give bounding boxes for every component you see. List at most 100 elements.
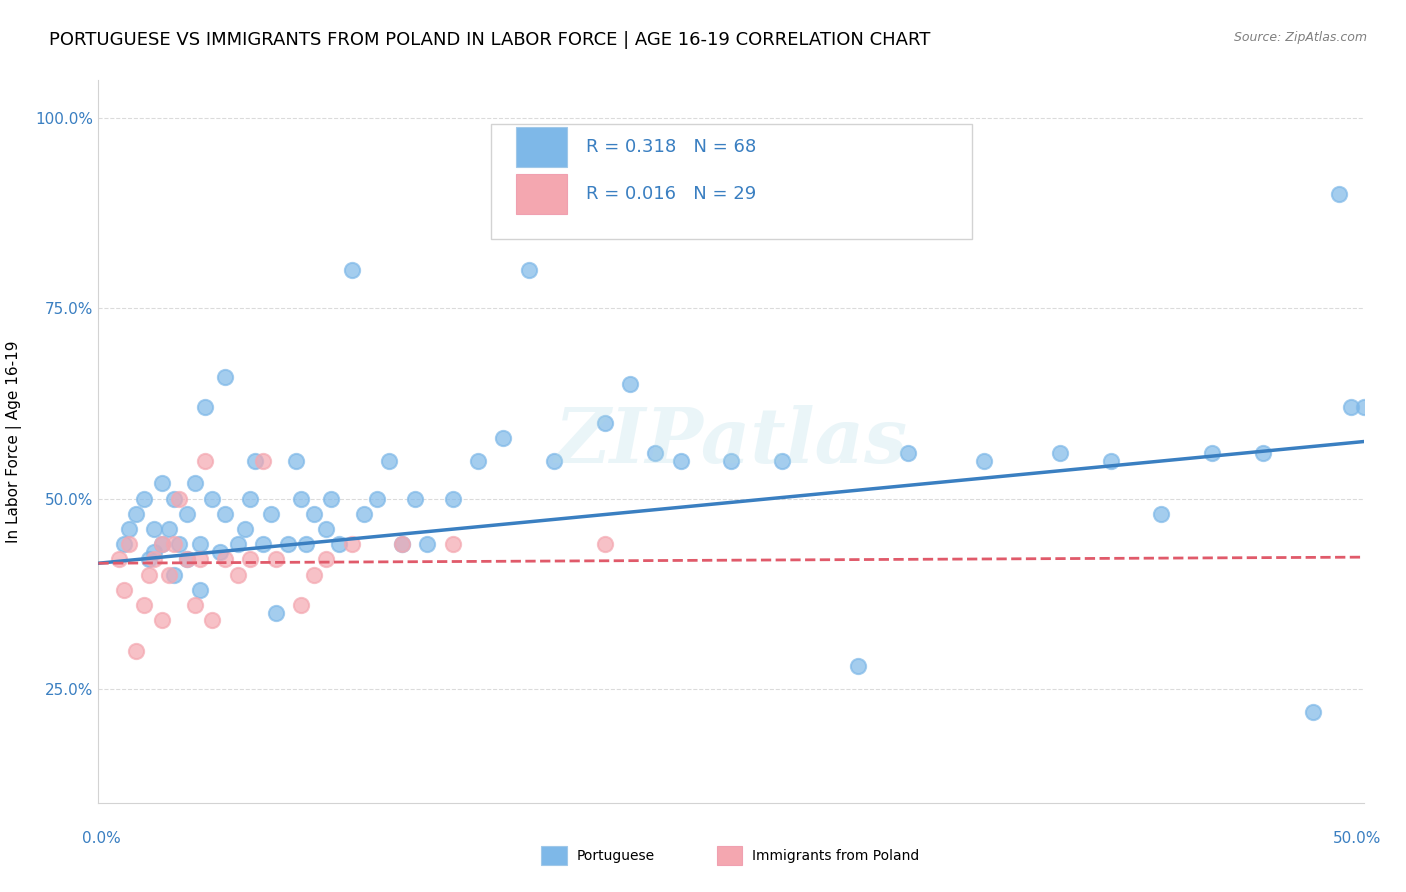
Text: R = 0.016   N = 29: R = 0.016 N = 29 (585, 185, 756, 202)
Point (467, 453, 489, 467)
Text: R = 0.318   N = 68: R = 0.318 N = 68 (585, 137, 756, 156)
Point (277, 537, 299, 551)
Point (132, 598, 155, 612)
Point (188, 552, 211, 566)
Point (188, 537, 211, 551)
Point (1201, 446, 1223, 460)
Point (176, 507, 198, 521)
Point (163, 491, 186, 506)
Point (290, 598, 312, 612)
Point (125, 507, 148, 521)
Point (619, 377, 641, 392)
Point (543, 453, 565, 467)
Point (112, 537, 135, 551)
Point (214, 507, 236, 521)
Point (770, 453, 793, 467)
Point (1302, 705, 1324, 719)
Point (150, 476, 173, 491)
Point (157, 522, 180, 536)
FancyBboxPatch shape (491, 124, 972, 239)
Point (183, 598, 205, 612)
Point (391, 537, 413, 551)
Text: 0.0%: 0.0% (82, 831, 121, 846)
Point (340, 537, 363, 551)
Y-axis label: In Labor Force | Age 16-19: In Labor Force | Age 16-19 (6, 340, 21, 543)
Point (112, 582, 135, 597)
Bar (516, 174, 567, 214)
Point (669, 453, 692, 467)
Point (321, 491, 343, 506)
Point (1327, 187, 1350, 202)
Point (201, 491, 224, 506)
Point (340, 263, 363, 277)
Point (284, 453, 307, 467)
Point (157, 567, 180, 582)
Point (1099, 453, 1122, 467)
Point (328, 537, 350, 551)
Text: Portuguese: Portuguese (576, 849, 655, 863)
Text: ZIPatlas: ZIPatlas (554, 405, 908, 478)
Point (183, 476, 205, 491)
Text: PORTUGUESE VS IMMIGRANTS FROM POLAND IN LABOR FORCE | AGE 16-19 CORRELATION CHAR: PORTUGUESE VS IMMIGRANTS FROM POLAND IN … (49, 31, 931, 49)
Point (1049, 446, 1071, 460)
Point (143, 545, 166, 559)
Text: 50.0%: 50.0% (1333, 831, 1381, 846)
Point (404, 491, 426, 506)
Text: Immigrants from Poland: Immigrants from Poland (752, 849, 920, 863)
Point (441, 537, 464, 551)
Point (150, 537, 173, 551)
Point (138, 567, 160, 582)
Point (593, 537, 616, 551)
Point (1353, 401, 1375, 415)
Point (245, 453, 267, 467)
Point (208, 545, 231, 559)
Point (163, 537, 186, 551)
Point (517, 263, 540, 277)
Point (1150, 507, 1173, 521)
Point (973, 453, 995, 467)
Point (593, 416, 616, 430)
Point (169, 491, 191, 506)
Point (252, 537, 274, 551)
Point (239, 491, 262, 506)
Point (233, 522, 256, 536)
Point (188, 582, 211, 597)
Point (150, 613, 173, 627)
Point (125, 643, 148, 657)
Point (239, 552, 262, 566)
Point (720, 453, 742, 467)
Point (302, 567, 325, 582)
Point (846, 659, 869, 673)
Point (214, 370, 236, 384)
Point (644, 446, 666, 460)
Point (378, 453, 401, 467)
Point (315, 552, 337, 566)
Point (138, 552, 160, 566)
Point (492, 431, 515, 445)
Point (353, 507, 375, 521)
Point (107, 552, 129, 566)
Point (118, 522, 141, 536)
Bar (516, 128, 567, 167)
Point (150, 537, 173, 551)
Point (194, 401, 217, 415)
Text: Source: ZipAtlas.com: Source: ZipAtlas.com (1233, 31, 1367, 45)
Point (259, 507, 281, 521)
Point (201, 613, 224, 627)
Point (1340, 401, 1362, 415)
Point (226, 537, 249, 551)
Point (264, 552, 287, 566)
Point (295, 537, 318, 551)
Point (169, 537, 191, 551)
Point (366, 491, 388, 506)
Point (315, 522, 337, 536)
Point (441, 491, 464, 506)
Point (143, 522, 166, 536)
Point (176, 552, 198, 566)
Point (416, 537, 439, 551)
Point (264, 606, 287, 620)
Point (391, 537, 413, 551)
Point (252, 453, 274, 467)
Point (143, 552, 166, 566)
Point (118, 537, 141, 551)
